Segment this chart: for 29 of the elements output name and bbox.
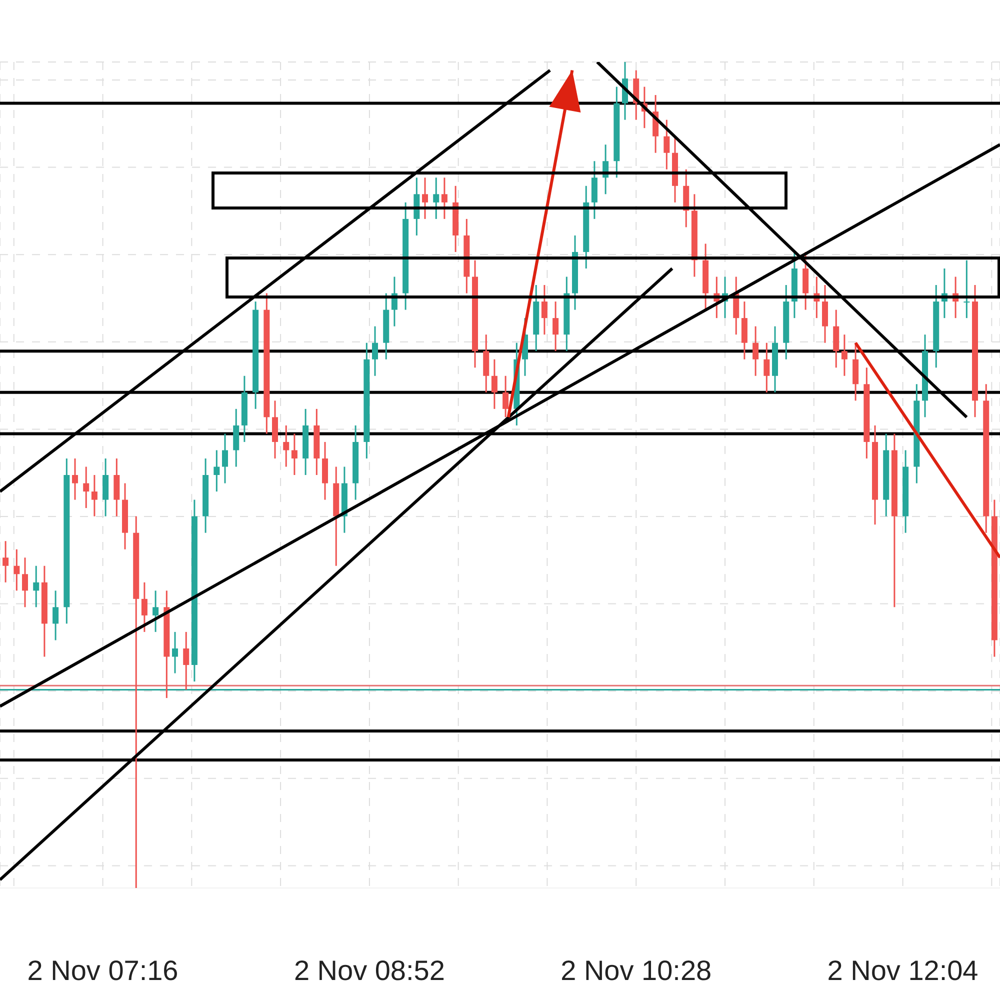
x-tick-label: 2 Nov 08:52 [294, 955, 445, 986]
candlestick [152, 590, 159, 633]
candlestick [541, 284, 548, 336]
x-tick-label: 2 Nov 12:04 [827, 955, 978, 986]
candlestick [422, 176, 428, 220]
candlestick [372, 326, 378, 377]
candlestick [752, 326, 759, 377]
candlestick [172, 631, 178, 674]
candlestick [83, 466, 90, 509]
candlestick [283, 424, 290, 468]
candlestick [183, 631, 190, 691]
candlestick [214, 449, 220, 492]
candlestick [491, 358, 498, 410]
candlestick [964, 259, 970, 319]
candlestick [764, 342, 770, 394]
candlestick [33, 565, 40, 608]
candlestick [841, 334, 848, 377]
candlestick [22, 556, 28, 608]
candlestick [52, 590, 59, 641]
candlestick [222, 432, 228, 484]
candlestick [664, 119, 670, 170]
x-tick-label: 2 Nov 10:28 [560, 955, 712, 986]
candlestick [2, 540, 9, 584]
candlestick [502, 375, 509, 418]
candlestick [72, 458, 78, 501]
candlestick [552, 300, 559, 352]
candlestick [433, 176, 440, 220]
candlestick [14, 548, 20, 592]
x-tick-label: 2 Nov 07:16 [27, 955, 178, 986]
